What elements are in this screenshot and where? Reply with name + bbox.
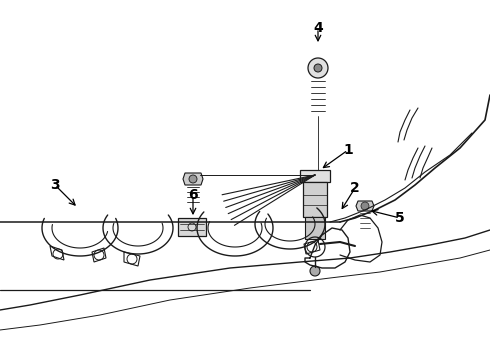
Circle shape <box>310 266 320 276</box>
Circle shape <box>189 175 197 183</box>
Circle shape <box>361 202 369 210</box>
FancyBboxPatch shape <box>303 182 327 217</box>
Text: 1: 1 <box>343 143 353 157</box>
Polygon shape <box>356 201 374 211</box>
Text: 5: 5 <box>395 211 405 225</box>
FancyBboxPatch shape <box>300 170 330 182</box>
Text: 2: 2 <box>350 181 360 195</box>
Text: 3: 3 <box>50 178 60 192</box>
Circle shape <box>308 58 328 78</box>
FancyBboxPatch shape <box>305 217 325 239</box>
Text: 4: 4 <box>313 21 323 35</box>
Circle shape <box>314 64 322 72</box>
Polygon shape <box>183 173 203 185</box>
FancyBboxPatch shape <box>178 218 206 236</box>
Text: 6: 6 <box>188 188 198 202</box>
